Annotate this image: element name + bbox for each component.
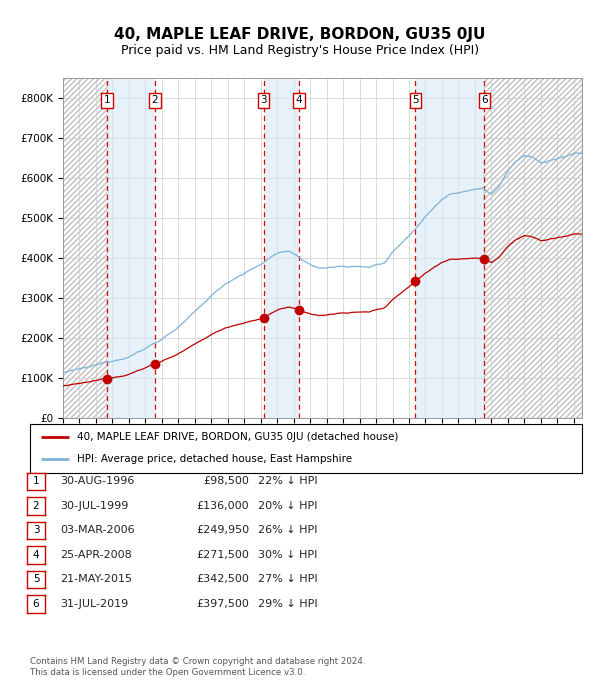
Bar	[107, 78, 155, 418]
Text: Price paid vs. HM Land Registry's House Price Index (HPI): Price paid vs. HM Land Registry's House …	[121, 44, 479, 57]
Bar	[415, 78, 484, 418]
Text: 25-APR-2008: 25-APR-2008	[60, 550, 132, 560]
Text: 31-JUL-2019: 31-JUL-2019	[60, 599, 128, 609]
Text: 21-MAY-2015: 21-MAY-2015	[60, 575, 132, 584]
Text: £249,950: £249,950	[196, 526, 249, 535]
Text: £136,000: £136,000	[196, 501, 249, 511]
Text: £98,500: £98,500	[203, 477, 249, 486]
Text: 4: 4	[296, 95, 302, 105]
Text: 4: 4	[32, 550, 40, 560]
Text: Contains HM Land Registry data © Crown copyright and database right 2024.
This d: Contains HM Land Registry data © Crown c…	[30, 657, 365, 677]
Text: 26% ↓ HPI: 26% ↓ HPI	[258, 526, 317, 535]
Bar	[263, 78, 299, 418]
Text: 30-AUG-1996: 30-AUG-1996	[60, 477, 134, 486]
Bar	[63, 78, 107, 418]
Text: 30-JUL-1999: 30-JUL-1999	[60, 501, 128, 511]
Text: 3: 3	[32, 526, 40, 535]
Text: £342,500: £342,500	[196, 575, 249, 584]
Text: 22% ↓ HPI: 22% ↓ HPI	[258, 477, 317, 486]
Text: 6: 6	[481, 95, 488, 105]
Text: 5: 5	[412, 95, 419, 105]
Text: 20% ↓ HPI: 20% ↓ HPI	[258, 501, 317, 511]
Text: 1: 1	[32, 477, 40, 486]
Text: 3: 3	[260, 95, 267, 105]
Text: 6: 6	[32, 599, 40, 609]
Text: 30% ↓ HPI: 30% ↓ HPI	[258, 550, 317, 560]
Text: 03-MAR-2006: 03-MAR-2006	[60, 526, 134, 535]
Text: £397,500: £397,500	[196, 599, 249, 609]
Text: 40, MAPLE LEAF DRIVE, BORDON, GU35 0JU (detached house): 40, MAPLE LEAF DRIVE, BORDON, GU35 0JU (…	[77, 432, 398, 442]
Text: 5: 5	[32, 575, 40, 584]
Text: 27% ↓ HPI: 27% ↓ HPI	[258, 575, 317, 584]
Text: 40, MAPLE LEAF DRIVE, BORDON, GU35 0JU: 40, MAPLE LEAF DRIVE, BORDON, GU35 0JU	[115, 27, 485, 42]
Bar	[484, 78, 582, 418]
Text: 1: 1	[104, 95, 110, 105]
Text: 2: 2	[152, 95, 158, 105]
Text: HPI: Average price, detached house, East Hampshire: HPI: Average price, detached house, East…	[77, 454, 352, 464]
Text: 2: 2	[32, 501, 40, 511]
Text: 29% ↓ HPI: 29% ↓ HPI	[258, 599, 317, 609]
Text: £271,500: £271,500	[196, 550, 249, 560]
